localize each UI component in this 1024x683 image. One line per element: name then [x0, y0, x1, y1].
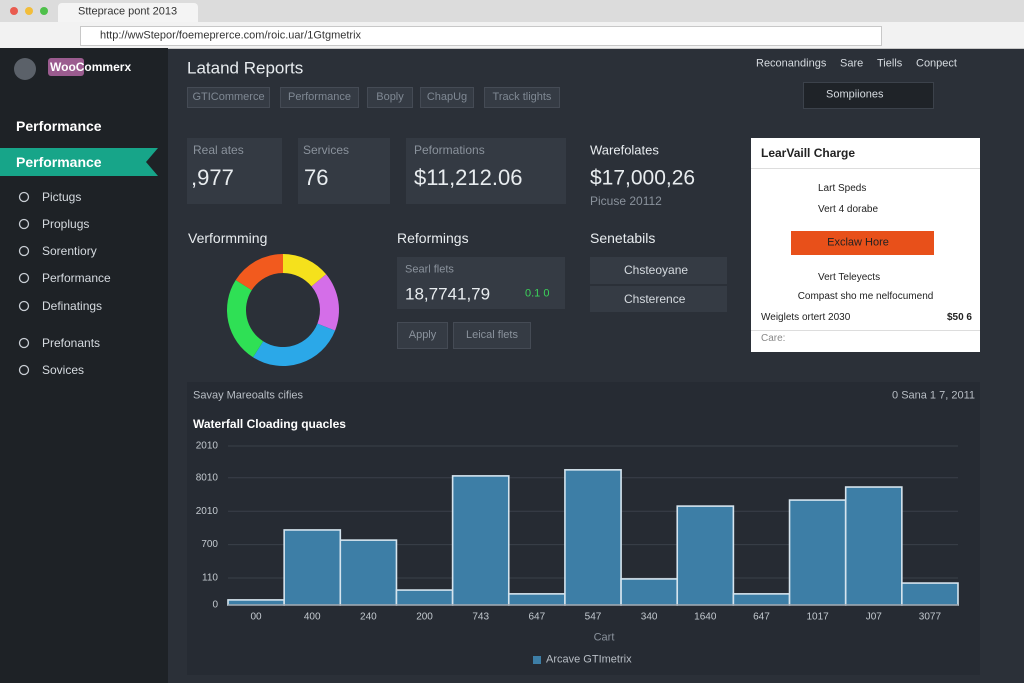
sidebar-item[interactable]: Sovices	[42, 363, 85, 377]
box-value: 18,7741,79	[405, 284, 491, 304]
popup-line: Vert 4 dorabe	[818, 204, 879, 215]
legend-label: Arcave GTImetrix	[546, 653, 632, 666]
tab[interactable]: Performance	[280, 87, 359, 108]
donut-slice	[252, 323, 336, 366]
divider	[751, 168, 980, 169]
stat-label: Real ates	[193, 143, 244, 157]
x-axis-label: Cart	[593, 631, 615, 644]
search-box[interactable]	[803, 82, 934, 109]
tab-title: Stteprace pont 2013	[78, 5, 178, 18]
sidebar-item[interactable]: Sorentiory	[42, 244, 97, 258]
logo-badge	[48, 58, 84, 76]
nav-link[interactable]: Tiells	[877, 57, 903, 70]
stat-value: $11,212.06	[414, 165, 523, 190]
nav-link[interactable]: Conpect	[916, 57, 957, 70]
tab[interactable]	[58, 3, 198, 22]
list-item[interactable]	[590, 286, 727, 312]
popup-line: Compast sho me nelfocumend	[797, 291, 934, 302]
stat-note: Picuse 20112	[590, 194, 662, 208]
button[interactable]: Apply	[397, 322, 448, 349]
tab[interactable]: Track tlights	[484, 87, 560, 108]
senetabils-title: Senetabils	[590, 230, 656, 246]
list-text: Chsterence	[624, 292, 686, 306]
donut-slice	[283, 254, 327, 287]
reformings-box	[397, 257, 565, 309]
stat-label: Warefolates	[590, 142, 659, 158]
list-item[interactable]	[590, 257, 727, 284]
active-band-shape	[0, 148, 158, 176]
reformings-title: Reformings	[397, 230, 469, 246]
tab-bar	[0, 0, 1024, 22]
active-item[interactable]: Performance	[16, 154, 102, 170]
chart-title: Waterfall Cloading quacles	[193, 417, 346, 431]
popup-row-label: Weiglets ortert 2030	[761, 312, 851, 323]
logo: WooCommerx	[50, 60, 132, 74]
url: http://wwStepor/foemeprerce.com/roic.uar…	[100, 29, 362, 42]
popup-title: LearVaill Charge	[761, 146, 856, 160]
nav-link[interactable]: Reconandings	[756, 57, 827, 70]
stat-card	[406, 138, 566, 204]
stat-card	[187, 138, 282, 204]
list-text: Chsteoyane	[624, 263, 689, 277]
sidebar-item[interactable]: Proplugs	[42, 217, 90, 231]
tab[interactable]: Boply	[367, 87, 413, 108]
stat-card	[298, 138, 390, 204]
popup-footer: Care:	[761, 333, 786, 344]
chart-subtitle: Savay Mareoalts cifies	[193, 389, 304, 402]
popup-line: Lart Speds	[818, 183, 867, 194]
box-label: Searl flets	[405, 263, 454, 276]
chart-date: 0 Sana 1 7, 2011	[892, 389, 975, 402]
tab[interactable]: ChapUg	[420, 87, 474, 108]
popup-line: Vert Teleyects	[818, 272, 881, 283]
stat-label: Peformations	[414, 143, 485, 157]
stat-value: ,977	[191, 165, 234, 190]
sidebar-item[interactable]: Performance	[42, 271, 111, 285]
sidebar-item[interactable]: Pictugs	[42, 190, 82, 204]
tab[interactable]: GTICommerce	[187, 87, 270, 108]
box-badge: 0.1 0	[525, 287, 550, 300]
logo-icon	[14, 58, 36, 80]
sidebar-item[interactable]: Definatings	[42, 299, 103, 313]
popup-row-value: $50 6	[946, 312, 972, 323]
max-dot[interactable]	[40, 7, 48, 15]
page-title: Latand Reports	[187, 58, 304, 78]
active-band	[0, 148, 158, 176]
divider	[751, 330, 980, 331]
popup-button-text: Exclaw Hore	[827, 236, 889, 249]
stat-value: 76	[304, 165, 329, 190]
min-dot[interactable]	[25, 7, 33, 15]
url-field[interactable]	[80, 26, 882, 46]
donut-slice	[227, 279, 264, 358]
stat-value: $17,000,26	[590, 166, 696, 190]
sidebar-item[interactable]: Prefonants	[42, 336, 101, 350]
donut-slice	[311, 274, 339, 331]
legend-swatch	[533, 656, 541, 664]
popup-button[interactable]	[791, 231, 934, 255]
sidebar-heading: Performance	[16, 118, 102, 134]
stat-label: Services	[303, 143, 350, 157]
donut-slice	[235, 254, 283, 291]
donut-title: Verformming	[188, 230, 268, 246]
button[interactable]: Leical flets	[453, 322, 531, 349]
nav-link[interactable]: Sare	[840, 57, 864, 70]
close-dot[interactable]	[10, 7, 18, 15]
search-text: Sompiiones	[826, 88, 884, 101]
